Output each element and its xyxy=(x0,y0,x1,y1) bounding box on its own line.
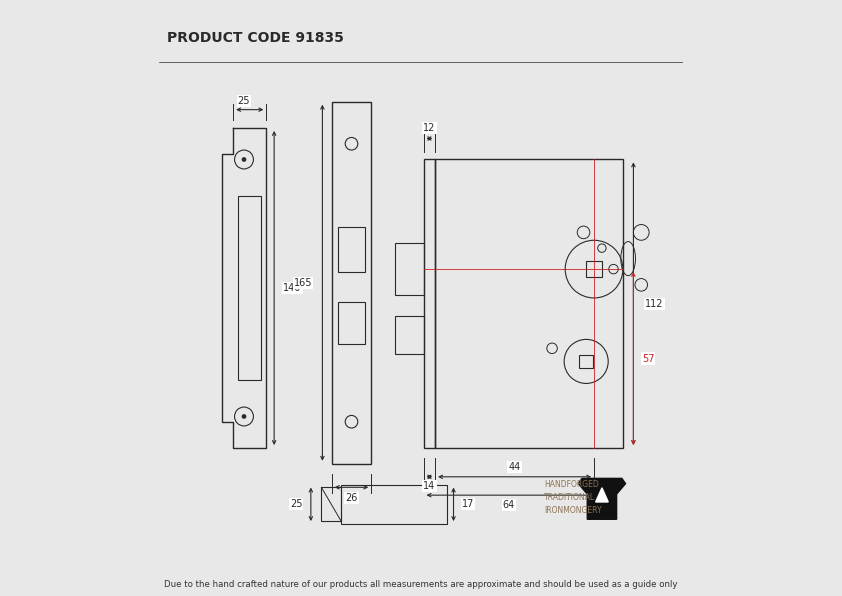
Bar xyxy=(322,488,341,522)
Text: PRODUCT CODE 91835: PRODUCT CODE 91835 xyxy=(167,31,344,45)
Text: 112: 112 xyxy=(645,299,663,309)
Text: 17: 17 xyxy=(462,499,474,510)
Text: HANDFORGED
TRADITIONAL
IRONMONGERY: HANDFORGED TRADITIONAL IRONMONGERY xyxy=(544,480,602,516)
Circle shape xyxy=(242,157,247,162)
Text: Due to the hand crafted nature of our products all measurements are approximate : Due to the hand crafted nature of our pr… xyxy=(164,580,678,589)
Bar xyxy=(395,243,424,295)
Text: 165: 165 xyxy=(294,278,312,288)
Text: 25: 25 xyxy=(237,96,250,105)
Text: 12: 12 xyxy=(424,123,435,133)
Bar xyxy=(341,485,447,524)
Text: 57: 57 xyxy=(642,353,654,364)
Bar xyxy=(238,196,261,380)
Bar xyxy=(395,316,424,353)
Circle shape xyxy=(242,414,247,419)
Text: 25: 25 xyxy=(290,499,302,510)
Text: 26: 26 xyxy=(345,493,358,503)
Bar xyxy=(424,160,435,448)
Bar xyxy=(579,355,593,368)
Bar xyxy=(332,102,371,464)
Bar xyxy=(338,227,365,272)
Bar xyxy=(435,160,623,448)
Text: 14: 14 xyxy=(424,481,435,491)
Bar xyxy=(586,260,602,278)
Bar xyxy=(338,302,365,344)
Text: 140: 140 xyxy=(283,283,301,293)
Text: 44: 44 xyxy=(509,462,520,473)
Polygon shape xyxy=(578,479,626,519)
Text: 64: 64 xyxy=(503,499,515,510)
Polygon shape xyxy=(595,488,608,502)
